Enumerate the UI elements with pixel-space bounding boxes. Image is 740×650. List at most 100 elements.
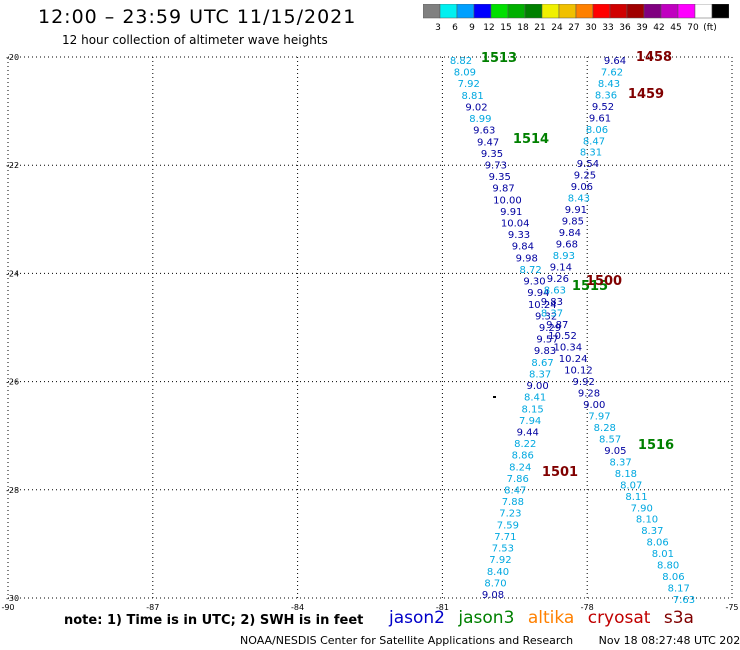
swh-value: 8.07	[620, 480, 642, 491]
legend-label: 70	[687, 23, 699, 33]
swh-value: 9.32	[535, 311, 557, 322]
legend-altika: altika	[527, 608, 575, 628]
footer-timestamp: Nov 18 08:27:48 UTC 2021	[598, 634, 740, 647]
swh-value: 8.09	[454, 68, 476, 79]
swh-value: 7.90	[631, 503, 653, 514]
legend-label: 15	[500, 23, 511, 33]
legend-label: 27	[568, 23, 579, 33]
swh-value: 9.63	[473, 126, 495, 137]
swh-value: 8.06	[662, 572, 684, 583]
swh-value: 9.84	[512, 242, 534, 253]
time-label: 1458	[636, 50, 672, 65]
swh-value: 9.94	[527, 288, 549, 299]
lat-label: -30	[6, 594, 19, 603]
swh-value: 8.06	[646, 538, 668, 549]
swh-value: 7.97	[588, 412, 610, 423]
swh-value: 9.35	[481, 149, 503, 160]
note-text: note: 1) Time is in UTC; 2) SWH is in fe…	[64, 613, 364, 628]
legend-label: 33	[602, 23, 613, 33]
swh-value: 7.92	[489, 555, 511, 566]
legend-s3a: s3a	[663, 608, 694, 628]
swh-value: 10.24	[559, 354, 588, 365]
legend-label: 30	[585, 23, 597, 33]
swh-value: 8.72	[520, 265, 542, 276]
time-label: 1501	[542, 465, 578, 480]
swh-value: 9.29	[539, 323, 561, 334]
swh-value: 9.26	[547, 274, 569, 285]
swh-value: 9.83	[534, 346, 556, 357]
swh-value: 8.06	[586, 125, 608, 136]
legend-label: 18	[517, 23, 529, 33]
swh-value: 9.30	[523, 277, 545, 288]
swh-value: 10.52	[548, 331, 577, 342]
swh-value: 7.86	[507, 474, 529, 485]
swh-value: 9.68	[556, 239, 578, 250]
legend-swatch	[711, 4, 729, 19]
swh-value: 9.06	[571, 182, 593, 193]
swh-value: 7.94	[519, 416, 541, 427]
swh-value: 9.35	[489, 172, 511, 183]
swh-value: 9.00	[526, 381, 548, 392]
swh-value: 7.88	[502, 497, 524, 508]
swh-value: 8.10	[636, 515, 658, 526]
swh-value: 9.87	[492, 184, 514, 195]
swh-value: 9.61	[589, 113, 611, 124]
time-label: 1513	[481, 51, 517, 66]
lon-label: -90	[1, 603, 14, 612]
swh-value: 8.99	[469, 114, 491, 125]
swh-value: 9.44	[517, 427, 539, 438]
swh-value: 8.47	[583, 136, 605, 147]
swh-value: 8.37	[610, 457, 632, 468]
swh-value: 10.04	[501, 219, 530, 230]
swh-value: 9.64	[604, 56, 626, 67]
swh-value: 8.28	[594, 423, 616, 434]
wave-height-map: -20 -22 -24 -26 -28 -30-90 -87 -84 -81 -78 -75 8.82…	[1, 50, 738, 612]
time-label: 1515	[572, 279, 608, 294]
swh-value: 9.25	[574, 171, 596, 182]
swh-value: 9.91	[500, 207, 522, 218]
lon-label: -75	[725, 603, 738, 612]
legend-label: 3	[435, 23, 441, 33]
swh-value: 9.92	[573, 377, 595, 388]
legend-cryosat: cryosat	[587, 608, 651, 628]
swh-value: 8.70	[484, 578, 506, 589]
swh-value: 7.62	[601, 67, 623, 78]
lat-label: -20	[6, 53, 19, 62]
swh-value: 8.43	[598, 79, 620, 90]
legend-label: 12	[483, 23, 494, 33]
time-label: 1514	[513, 132, 549, 147]
wave-height-color-legend: 3 6 9 12 15 18 21 24 27 30 33 36 39 42 45 70 (ft)	[423, 4, 729, 33]
swh-value: 8.31	[580, 148, 602, 159]
swh-value: 8.40	[487, 567, 509, 578]
map-frame	[7, 56, 733, 599]
swh-value: 9.84	[559, 228, 581, 239]
swh-value: 8.37	[541, 308, 563, 319]
swh-value: 8.24	[509, 462, 531, 473]
swh-value: 8.15	[522, 404, 544, 415]
time-label: 1459	[628, 87, 664, 102]
swh-value: 8.36	[595, 90, 617, 101]
legend-label: 42	[653, 23, 664, 33]
swh-value: 9.52	[592, 102, 614, 113]
swh-value: 8.18	[615, 469, 637, 480]
swh-value: 8.63	[544, 285, 566, 296]
legend-jason3: jason3	[458, 608, 515, 628]
lat-label: -24	[6, 269, 19, 278]
swh-value: 8.47	[504, 486, 526, 497]
legend-label: 39	[636, 23, 648, 33]
swh-value: 10.12	[564, 366, 593, 377]
swh-value: 8.81	[461, 91, 483, 102]
lat-label: -22	[6, 161, 19, 170]
swh-value: 8.11	[625, 492, 647, 503]
legend-label: 21	[534, 23, 545, 33]
swh-value: 8.57	[599, 434, 621, 445]
swh-value: 8.80	[657, 561, 679, 572]
swh-value: 7.53	[492, 544, 514, 555]
swh-value: 9.00	[583, 400, 605, 411]
swh-value: 8.17	[668, 584, 690, 595]
lon-label: -84	[291, 603, 304, 612]
swh-value: 7.92	[458, 79, 480, 90]
footer-credit: NOAA/NESDIS Center for Satellite Applica…	[240, 634, 574, 647]
swh-value: 9.28	[578, 389, 600, 400]
lat-label: -28	[6, 486, 19, 495]
